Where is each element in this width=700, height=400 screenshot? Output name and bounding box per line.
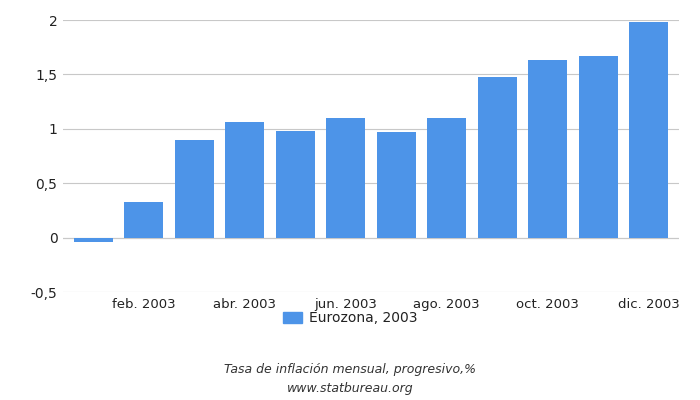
Bar (377, 132, 416, 238)
Bar (477, 76, 517, 238)
Bar (225, 122, 265, 238)
Text: Tasa de inflación mensual, progresivo,%: Tasa de inflación mensual, progresivo,% (224, 364, 476, 376)
Text: www.statbureau.org: www.statbureau.org (287, 382, 413, 395)
Bar (629, 22, 668, 238)
Bar (124, 202, 164, 238)
Bar (74, 238, 113, 242)
Bar (578, 56, 618, 238)
Bar (528, 60, 568, 238)
Bar (174, 140, 214, 238)
Bar (326, 118, 365, 238)
Legend: Eurozona, 2003: Eurozona, 2003 (277, 306, 423, 331)
Bar (427, 118, 466, 238)
Bar (276, 131, 315, 238)
